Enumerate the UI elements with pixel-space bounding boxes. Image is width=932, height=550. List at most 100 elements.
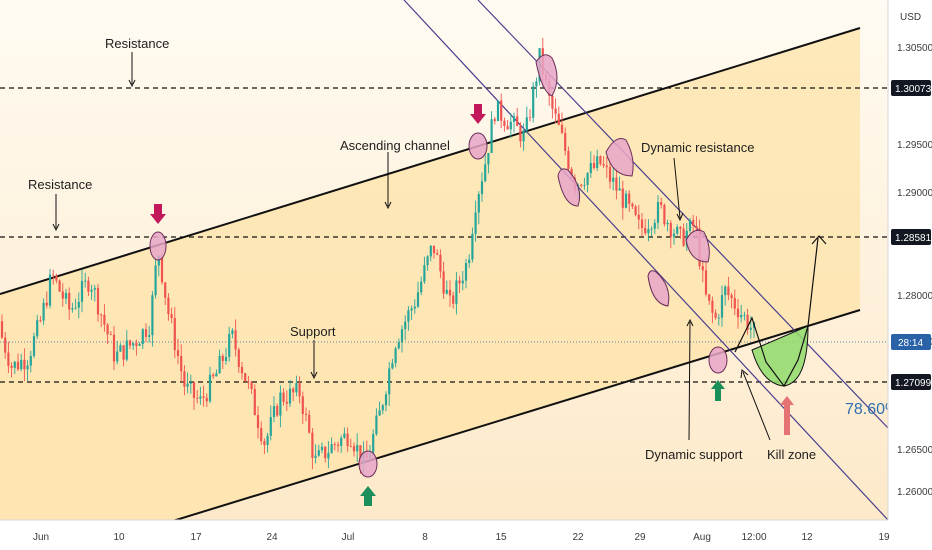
annotation-kill-zone: Kill zone bbox=[767, 447, 816, 462]
candle-body bbox=[711, 300, 714, 313]
level-badge bbox=[891, 229, 931, 245]
touch-point bbox=[149, 231, 167, 261]
candle-body bbox=[260, 428, 263, 442]
level-badges: 1.30073 1.28581 1.27099 bbox=[891, 80, 932, 390]
candle-body bbox=[557, 113, 560, 125]
currency-label: USD bbox=[900, 12, 921, 23]
candle-body bbox=[196, 397, 199, 399]
price-tick-label: 1.29000 bbox=[897, 188, 932, 199]
candle-body bbox=[397, 342, 400, 349]
level-badge-label: 1.30073 bbox=[895, 84, 932, 95]
candle-body bbox=[237, 349, 240, 367]
candle-body bbox=[516, 116, 519, 126]
candle-body bbox=[656, 202, 660, 223]
annotation-resistance-top: Resistance bbox=[105, 36, 169, 51]
candle-body bbox=[295, 383, 298, 393]
candle-body bbox=[586, 173, 589, 185]
candle-body bbox=[394, 348, 397, 364]
candle-body bbox=[170, 314, 173, 319]
candle-body bbox=[68, 292, 71, 310]
candle-body bbox=[452, 295, 455, 304]
candle-body bbox=[407, 310, 410, 322]
candle-body bbox=[314, 455, 317, 458]
candle-body bbox=[301, 396, 304, 414]
candle-body bbox=[717, 317, 720, 319]
candle-body bbox=[240, 366, 244, 374]
candle-body bbox=[336, 444, 340, 446]
candle-body bbox=[340, 437, 343, 446]
time-axis[interactable] bbox=[0, 520, 932, 550]
candle-body bbox=[256, 415, 260, 429]
time-tick-label: 29 bbox=[634, 532, 646, 543]
candle-body bbox=[176, 350, 180, 356]
candle-body bbox=[432, 245, 436, 254]
candle-body bbox=[212, 374, 215, 377]
touch-point bbox=[468, 132, 488, 160]
candle-body bbox=[564, 132, 567, 151]
candle-body bbox=[500, 100, 503, 121]
candle-body bbox=[202, 396, 205, 398]
candle-body bbox=[253, 389, 256, 416]
candle-body bbox=[653, 222, 656, 229]
candle-body bbox=[602, 164, 605, 166]
candle-body bbox=[205, 397, 208, 402]
candle-body bbox=[84, 280, 87, 282]
touch-points bbox=[149, 54, 728, 478]
candle-body bbox=[100, 314, 103, 316]
candle-body bbox=[221, 355, 224, 362]
candle-body bbox=[464, 263, 468, 281]
candle-body bbox=[727, 286, 730, 296]
time-tick-label: 10 bbox=[113, 532, 125, 543]
candle-body bbox=[701, 266, 704, 271]
candle-body bbox=[244, 373, 247, 382]
candle-body bbox=[660, 202, 663, 205]
candle-body bbox=[292, 388, 295, 393]
touch-point bbox=[647, 270, 670, 307]
candle-body bbox=[215, 373, 218, 377]
candle-body bbox=[484, 164, 487, 182]
candle-body bbox=[58, 280, 61, 292]
candle-body bbox=[317, 450, 320, 456]
candle-body bbox=[29, 355, 32, 366]
level-badge bbox=[891, 80, 931, 96]
candle-body bbox=[160, 255, 164, 283]
candle-body bbox=[77, 301, 80, 308]
time-tick-label: 12 bbox=[801, 532, 813, 543]
candle-body bbox=[183, 371, 186, 387]
touch-point bbox=[557, 168, 581, 207]
candle-body bbox=[621, 188, 624, 208]
candle-body bbox=[554, 108, 557, 114]
candle-body bbox=[704, 270, 708, 295]
candle-body bbox=[676, 226, 679, 234]
candle-body bbox=[189, 382, 192, 384]
candle-body bbox=[359, 445, 362, 464]
fib-level-label: 78.60% bbox=[845, 401, 899, 418]
time-tick-label: Jun bbox=[33, 532, 49, 543]
level-badge bbox=[891, 374, 931, 390]
candle-body bbox=[36, 320, 39, 337]
candle-body bbox=[669, 222, 672, 237]
dynamic-support-line bbox=[403, 0, 888, 520]
candle-body bbox=[749, 327, 752, 330]
ascending-channel-fill bbox=[0, 28, 860, 520]
candle-body bbox=[388, 368, 391, 395]
candle-body bbox=[736, 308, 740, 318]
candle-body bbox=[138, 344, 141, 346]
candle-body bbox=[640, 219, 644, 229]
candle-body bbox=[410, 308, 413, 311]
time-tick-label: 8 bbox=[422, 532, 428, 543]
candle-body bbox=[391, 363, 394, 369]
candle-body bbox=[311, 432, 314, 458]
candle-body bbox=[519, 125, 522, 142]
candle-body bbox=[93, 288, 96, 290]
current-price-badge: 28:14 bbox=[891, 334, 931, 350]
candle-body bbox=[192, 382, 196, 398]
candle-body bbox=[186, 383, 189, 387]
price-tick-label: 1.30500 bbox=[897, 43, 932, 54]
candle-body bbox=[560, 124, 564, 133]
touch-point bbox=[605, 138, 634, 177]
candle-body bbox=[285, 401, 288, 404]
candle-body bbox=[173, 318, 176, 351]
candle-body bbox=[279, 392, 282, 416]
